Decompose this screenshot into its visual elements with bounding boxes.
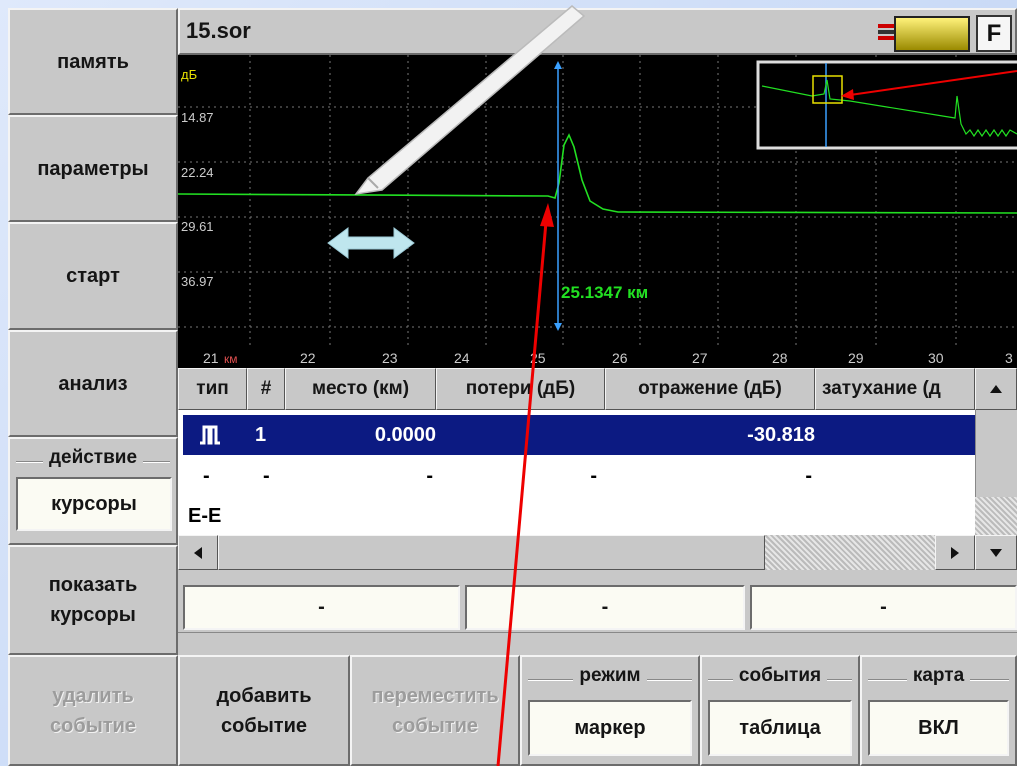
move-event-button[interactable]: переместить событие xyxy=(350,655,520,766)
x-label: 21 xyxy=(203,350,219,366)
y-label: 36.97 xyxy=(181,274,214,289)
group-label-text: события xyxy=(732,665,828,686)
events-group: события таблица xyxy=(700,655,860,766)
x-label: 3 xyxy=(1005,350,1013,366)
scroll-thumb[interactable] xyxy=(218,535,765,570)
events-value[interactable]: таблица xyxy=(708,700,852,756)
delete-event-button[interactable]: удалить событие xyxy=(8,655,178,766)
trace-graph: дБ 14.87 22.24 29.61 36.97 21 км 22 23 2… xyxy=(178,55,1017,368)
y-label: 14.87 xyxy=(181,110,214,125)
cursor-field: - xyxy=(183,585,460,630)
indicator-red xyxy=(878,36,894,40)
x-label: 28 xyxy=(772,350,788,366)
cursor-label: 25.1347 км xyxy=(561,283,648,302)
column-header[interactable]: отражение (дБ) xyxy=(605,368,815,410)
cell: - xyxy=(263,464,270,487)
x-label: 30 xyxy=(928,350,944,366)
scroll-left[interactable] xyxy=(178,535,218,570)
cursor-field: - xyxy=(750,585,1017,630)
column-header[interactable]: тип xyxy=(178,368,247,410)
parameters-button[interactable]: параметры xyxy=(8,115,178,222)
column-header[interactable]: место (км) xyxy=(285,368,436,410)
group-label-text: действие xyxy=(42,447,144,468)
reflection-icon xyxy=(200,425,220,445)
add-event-button[interactable]: добавить событие xyxy=(178,655,350,766)
scroll-up[interactable] xyxy=(975,368,1017,410)
group-label: карта xyxy=(862,665,1015,687)
group-label: действие xyxy=(10,447,176,469)
cell: - xyxy=(426,464,433,487)
cursor-field: - xyxy=(465,585,745,630)
cell: E-E xyxy=(188,504,222,527)
x-label: 22 xyxy=(300,350,316,366)
arrow-icon xyxy=(990,548,1002,557)
indicator-dark xyxy=(878,30,894,34)
start-button[interactable]: старт xyxy=(8,222,178,330)
group-label: режим xyxy=(522,665,698,687)
indicator-red xyxy=(878,24,894,28)
column-header[interactable]: затухание (д xyxy=(815,368,975,410)
group-label: события xyxy=(702,665,858,687)
x-unit: км xyxy=(224,352,238,366)
scroll-track xyxy=(765,535,935,570)
memory-button[interactable]: память xyxy=(8,8,178,115)
cell: - xyxy=(203,464,210,487)
cell: - xyxy=(590,464,597,487)
cell: 0.0000 xyxy=(374,423,436,446)
v-scroll-rest xyxy=(975,497,1017,535)
x-label: 29 xyxy=(848,350,864,366)
cell: - xyxy=(805,464,812,487)
cell: 1 xyxy=(255,423,267,446)
y-label: 22.24 xyxy=(181,165,214,180)
selected-row[interactable] xyxy=(183,415,975,455)
x-label: 24 xyxy=(454,350,470,366)
group-label-text: режим xyxy=(573,665,647,686)
cursor-arrow xyxy=(554,323,562,331)
battery-indicator xyxy=(894,16,970,52)
title-bar: 15.sor F xyxy=(178,8,1017,55)
file-name: 15.sor xyxy=(186,18,251,43)
column-header[interactable]: потери (дБ) xyxy=(436,368,605,410)
x-label: 23 xyxy=(382,350,398,366)
show-cursors-button[interactable]: показать курсоры xyxy=(8,545,178,655)
x-label: 25 xyxy=(530,350,546,366)
y-unit: дБ xyxy=(181,67,197,82)
mode-group: режим маркер xyxy=(520,655,700,766)
x-label: 26 xyxy=(612,350,628,366)
graph-bg xyxy=(178,55,1017,368)
arrow-icon xyxy=(990,385,1002,393)
v-scroll-track xyxy=(975,410,1017,497)
group-label-text: карта xyxy=(906,665,971,686)
arrow-icon xyxy=(951,546,959,559)
arrow-icon xyxy=(194,546,202,559)
x-label: 27 xyxy=(692,350,708,366)
analysis-button[interactable]: анализ xyxy=(8,330,178,437)
scroll-right[interactable] xyxy=(935,535,975,570)
cell: -30.818 xyxy=(747,423,815,446)
action-group: действие курсоры xyxy=(8,437,178,545)
f-button[interactable]: F xyxy=(976,15,1012,52)
y-label: 29.61 xyxy=(181,219,214,234)
map-group: карта ВКЛ xyxy=(860,655,1017,766)
mode-value[interactable]: маркер xyxy=(528,700,692,756)
scroll-down[interactable] xyxy=(975,535,1017,570)
map-value[interactable]: ВКЛ xyxy=(868,700,1009,756)
column-header[interactable]: # xyxy=(247,368,285,410)
status-bar xyxy=(178,632,1017,655)
action-value[interactable]: курсоры xyxy=(16,477,172,531)
